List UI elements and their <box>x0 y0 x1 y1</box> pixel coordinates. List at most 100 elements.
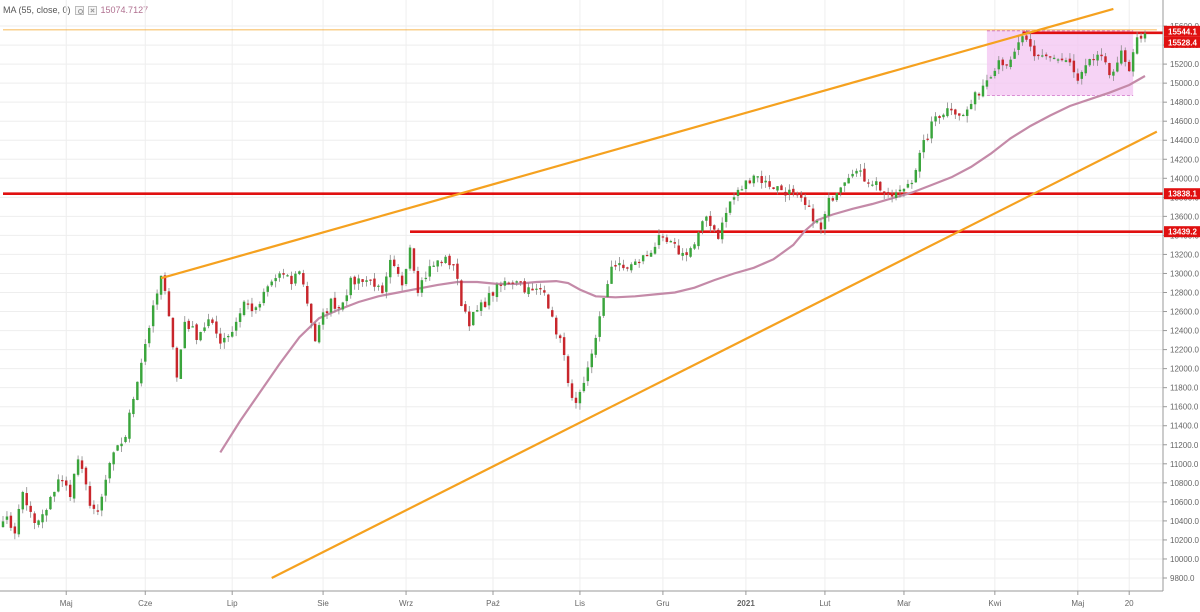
candle-body <box>460 280 463 307</box>
candle <box>377 284 380 291</box>
candle <box>973 90 977 111</box>
candle-body <box>1025 35 1028 40</box>
candle <box>13 522 17 540</box>
candle <box>744 180 748 193</box>
candle-body <box>507 282 511 284</box>
range-rectangle[interactable] <box>986 30 1134 96</box>
candle <box>697 231 700 250</box>
candle-body <box>562 337 566 356</box>
candle <box>353 275 356 290</box>
candle <box>136 381 139 401</box>
candle <box>906 179 910 189</box>
candle-body <box>946 108 949 117</box>
candle-body <box>622 264 625 269</box>
candle-body <box>41 514 44 523</box>
candle-body <box>100 496 104 511</box>
candle <box>720 217 724 244</box>
candle <box>566 354 570 387</box>
candle <box>302 269 305 287</box>
candle <box>827 192 831 222</box>
candle <box>416 266 420 297</box>
candle-body <box>543 290 546 293</box>
candle <box>408 244 412 271</box>
candle <box>290 271 293 290</box>
candle-body <box>64 480 68 486</box>
candle-body <box>717 229 720 239</box>
candle <box>452 264 455 271</box>
horizontal-levels[interactable] <box>3 31 1163 233</box>
candle-body <box>574 397 578 403</box>
candle <box>1009 56 1012 70</box>
candle-body <box>875 181 878 185</box>
candle <box>147 325 151 348</box>
candle-body <box>855 170 858 174</box>
candle <box>740 185 744 191</box>
candle <box>9 512 13 531</box>
price-label[interactable]: 13439.2 <box>1164 226 1200 238</box>
price-axis-bg <box>1163 0 1200 591</box>
candle-body <box>1096 54 1099 61</box>
time-axis[interactable]: Maj Cze Lip Sie Wrz Paź Lis Gru 2021 Lut Mar Kwi Maj… <box>0 590 1200 612</box>
price-axis[interactable]: 9800.0 10000.0 10200.0 10400.0 10600.0 10800.… <box>1162 0 1200 591</box>
candle <box>175 346 179 382</box>
candle <box>989 75 993 79</box>
candle-body <box>1112 71 1115 76</box>
candle-body <box>325 311 329 314</box>
candle <box>653 242 657 255</box>
upper-channel[interactable] <box>160 7 1114 280</box>
candle <box>594 334 597 358</box>
candle-body <box>1072 60 1076 73</box>
candle <box>879 181 882 192</box>
eye-icon[interactable] <box>74 5 84 15</box>
candle <box>432 261 435 267</box>
lower-channel[interactable] <box>271 130 1158 579</box>
candle-body <box>539 288 542 290</box>
time-tick-label: Kwi <box>988 599 1001 608</box>
close-icon[interactable] <box>87 5 97 15</box>
candle-body <box>614 265 617 267</box>
candle <box>657 229 661 249</box>
candle <box>942 113 945 120</box>
candle <box>325 307 329 320</box>
candle-body <box>57 479 60 492</box>
candle-body <box>823 214 827 230</box>
candle-body <box>262 291 266 304</box>
candle-body <box>835 193 839 201</box>
price-tick-label: 15200.0 <box>1170 60 1199 69</box>
candle <box>5 511 9 525</box>
price-label[interactable]: 15528.4 <box>1164 36 1200 48</box>
candle-body <box>535 288 538 290</box>
candle <box>223 332 226 349</box>
time-tick-label: Lis <box>575 599 585 608</box>
candle-body <box>290 275 293 285</box>
price-tick-label: 14400.0 <box>1170 136 1199 145</box>
candle-body <box>128 412 131 439</box>
candle <box>894 189 898 201</box>
candle-body <box>472 311 475 326</box>
candle-body <box>661 236 665 238</box>
candle-body <box>416 271 420 293</box>
candle-body <box>673 242 676 244</box>
candle <box>1025 29 1028 42</box>
candle-body <box>317 325 321 343</box>
candle-body <box>187 320 190 330</box>
candle <box>693 242 696 250</box>
ma-line[interactable] <box>219 75 1146 453</box>
price-label[interactable]: 15544.1 <box>1164 25 1200 37</box>
candle <box>1076 68 1080 85</box>
candle-body <box>554 317 558 335</box>
price-label[interactable]: 13838.1 <box>1164 188 1200 200</box>
candle <box>531 283 534 291</box>
candle-body <box>586 367 590 382</box>
candle-body <box>392 259 396 267</box>
candle-body <box>321 312 325 325</box>
candle-body <box>796 194 799 196</box>
trendlines[interactable] <box>3 7 1158 579</box>
candle-body <box>211 319 214 323</box>
candle-body <box>851 173 854 177</box>
candle <box>1131 48 1135 77</box>
candle <box>997 56 1001 75</box>
candle-body <box>902 188 906 192</box>
candle-body <box>432 265 435 267</box>
